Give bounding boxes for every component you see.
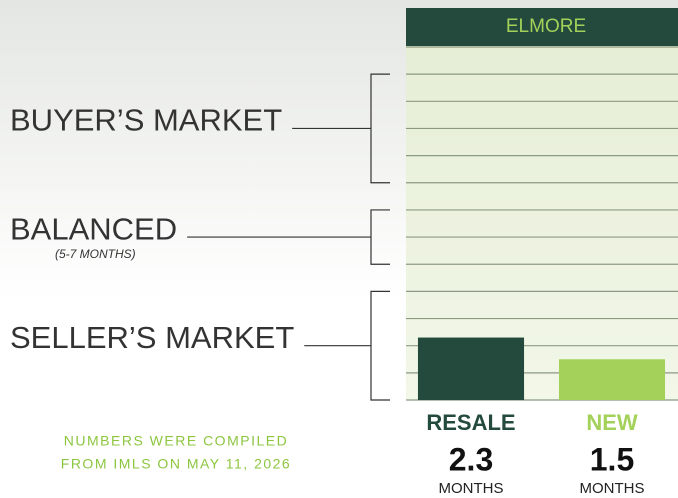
category-label: RESALE (426, 410, 515, 435)
zone-label: BALANCED (10, 211, 177, 246)
category-label: NEW (586, 410, 638, 435)
zone-sublabel: (5-7 MONTHS) (55, 247, 136, 261)
unit-label: MONTHS (580, 480, 645, 497)
unit-label: MONTHS (439, 480, 504, 497)
value-label: 2.3 (449, 441, 493, 477)
note: NUMBERS WERE COMPILED (64, 433, 288, 449)
note: FROM IMLS ON MAY 11, 2026 (61, 456, 291, 472)
bar (558, 359, 666, 400)
chart-title: ELMORE (506, 16, 586, 37)
zone-label: BUYER’S MARKET (10, 103, 282, 138)
bar (417, 337, 525, 400)
value-label: 1.5 (590, 441, 634, 477)
header (406, 8, 678, 46)
zone-label: SELLER’S MARKET (10, 320, 294, 355)
